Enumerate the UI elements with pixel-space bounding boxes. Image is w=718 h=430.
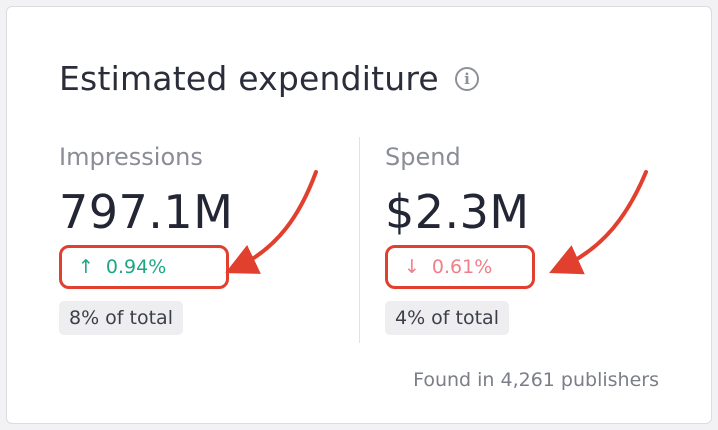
card-title: Estimated expenditure	[59, 59, 439, 98]
impressions-share-badge: 8% of total	[59, 301, 183, 335]
spend-metric: Spend $2.3M ↓ 0.61% 4% of total	[385, 143, 535, 335]
card-header: Estimated expenditure i	[59, 59, 479, 98]
impressions-value: 797.1M	[59, 185, 234, 239]
info-icon[interactable]: i	[454, 66, 479, 91]
spend-label: Spend	[385, 143, 461, 171]
publishers-count-note: Found in 4,261 publishers	[413, 369, 659, 391]
spend-change-value: 0.61%	[431, 256, 493, 278]
arrow-down-icon: ↓	[404, 256, 420, 278]
arrow-up-icon: ↑	[78, 256, 94, 278]
spend-change: ↓ 0.61%	[385, 245, 535, 289]
spend-value: $2.3M	[385, 185, 530, 239]
metric-divider	[359, 137, 360, 343]
estimated-expenditure-card: Estimated expenditure i Impressions 797.…	[6, 6, 712, 424]
impressions-label: Impressions	[59, 143, 203, 171]
impressions-change-value: 0.94%	[105, 256, 167, 278]
impressions-change: ↑ 0.94%	[59, 245, 229, 289]
impressions-metric: Impressions 797.1M ↑ 0.94% 8% of total	[59, 143, 234, 335]
spend-share-badge: 4% of total	[385, 301, 509, 335]
